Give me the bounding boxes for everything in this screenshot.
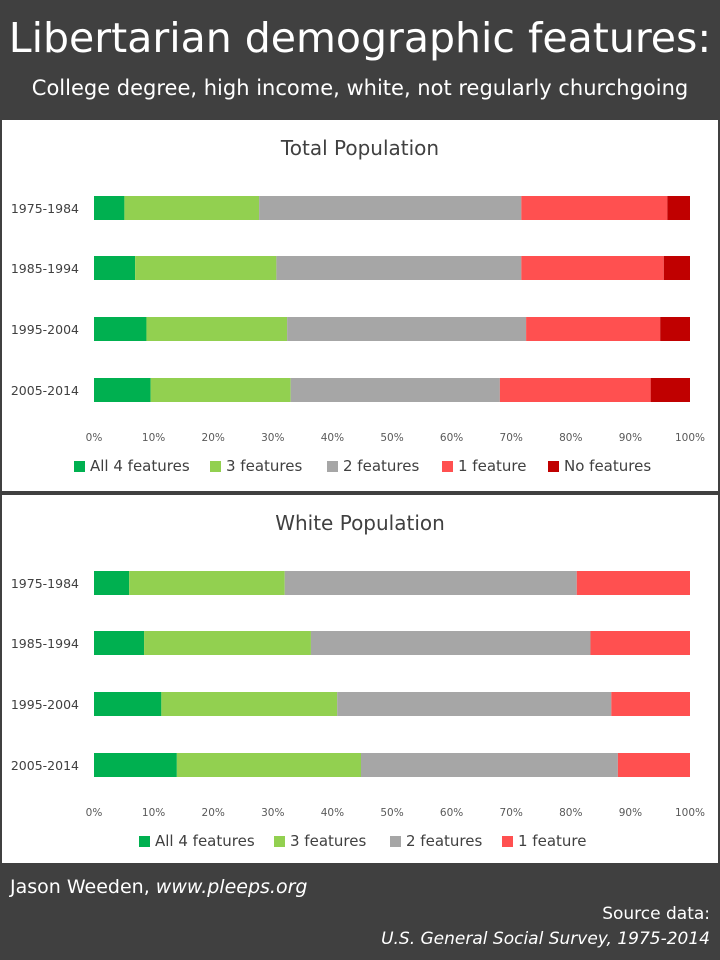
bar-segment-2-features bbox=[259, 196, 522, 220]
bar-segment-2-features bbox=[284, 571, 577, 595]
chart-panel-white-population: White Population 1975-1984 1985-1994 1995-2… bbox=[2, 495, 718, 863]
x-tick-label: 10% bbox=[142, 807, 165, 819]
bar-segment-2-features bbox=[361, 753, 618, 777]
x-tick-label: 30% bbox=[261, 807, 284, 819]
x-tick-label: 70% bbox=[500, 807, 523, 819]
bar-segment-3-features bbox=[135, 256, 277, 280]
bar-segment-1-feature bbox=[590, 631, 690, 655]
bar-segment-all-4-features bbox=[94, 631, 145, 655]
bar-segment-all-4-features bbox=[94, 256, 136, 280]
x-tick-label: 60% bbox=[440, 807, 463, 819]
bar-segment-3-features bbox=[144, 631, 311, 655]
chart-title: Total Population bbox=[280, 136, 439, 160]
bar-segment-all-4-features bbox=[94, 753, 177, 777]
bar-segment-2-features bbox=[310, 631, 591, 655]
bar-segment-3-features bbox=[176, 753, 362, 777]
legend-label: 1 feature bbox=[458, 457, 526, 475]
x-tick-label: 90% bbox=[619, 432, 642, 444]
author-credit: Jason Weeden, www.pleeps.org bbox=[10, 874, 307, 900]
category-label: 1985-1994 bbox=[11, 261, 79, 276]
category-label: 1995-2004 bbox=[11, 322, 79, 337]
bar-segment-3-features bbox=[124, 196, 260, 220]
bar-segment-3-features bbox=[161, 692, 338, 716]
bar-segment-1-feature bbox=[526, 317, 661, 341]
bar-segment-all-4-features bbox=[94, 571, 130, 595]
category-label: 1975-1984 bbox=[11, 201, 79, 216]
chart-panel-total-population: Total Population 1975-1984 1985-1994 1995-2… bbox=[2, 120, 718, 491]
bar-segment-3-features bbox=[129, 571, 285, 595]
source-name: U.S. General Social Survey, 1975-2014 bbox=[381, 929, 710, 949]
legend-label: 3 features bbox=[226, 457, 302, 475]
chart-title: White Population bbox=[275, 511, 445, 535]
legend-label: 2 features bbox=[343, 457, 419, 475]
bar-segment-no-features bbox=[660, 317, 690, 341]
legend-swatch-2-features bbox=[390, 836, 401, 847]
page-title: Libertarian demographic features: bbox=[8, 14, 712, 62]
bar-segment-2-features bbox=[290, 378, 500, 402]
bar-segment-2-features bbox=[287, 317, 527, 341]
bar-segment-all-4-features bbox=[94, 196, 125, 220]
bar-segment-no-features bbox=[663, 256, 690, 280]
header: Libertarian demographic features: Colleg… bbox=[0, 0, 720, 112]
legend-swatch-3-features bbox=[274, 836, 285, 847]
bar-segment-1-feature bbox=[521, 196, 668, 220]
x-tick-label: 60% bbox=[440, 432, 463, 444]
x-tick-label: 20% bbox=[202, 432, 225, 444]
bar-segment-no-features bbox=[650, 378, 690, 402]
legend-swatch-2-features bbox=[327, 461, 338, 472]
x-tick-label: 0% bbox=[86, 807, 103, 819]
legend-swatch-all-4-features bbox=[139, 836, 150, 847]
x-tick-label: 90% bbox=[619, 807, 642, 819]
legend-label: No features bbox=[564, 457, 651, 475]
legend-label: All 4 features bbox=[90, 457, 190, 475]
x-tick-label: 10% bbox=[142, 432, 165, 444]
legend-swatch-no-features bbox=[548, 461, 559, 472]
bar-segment-3-features bbox=[150, 378, 291, 402]
legend-label: 3 features bbox=[290, 832, 366, 850]
source-label: Source data: bbox=[602, 904, 710, 924]
legend-swatch-1-feature bbox=[442, 461, 453, 472]
x-tick-label: 100% bbox=[675, 807, 705, 819]
bar-segment-1-feature bbox=[576, 571, 690, 595]
bar-segment-all-4-features bbox=[94, 317, 147, 341]
x-tick-label: 50% bbox=[380, 807, 403, 819]
x-tick-label: 30% bbox=[261, 432, 284, 444]
x-tick-label: 40% bbox=[321, 807, 344, 819]
x-tick-label: 80% bbox=[559, 432, 582, 444]
page-subtitle: College degree, high income, white, not … bbox=[31, 76, 689, 100]
x-tick-label: 0% bbox=[86, 432, 103, 444]
category-label: 1995-2004 bbox=[11, 697, 79, 712]
bar-segment-2-features bbox=[337, 692, 612, 716]
author-site: www.pleeps.org bbox=[155, 876, 308, 898]
chart-total-population: Total Population 1975-1984 1985-1994 1995-2… bbox=[11, 136, 705, 475]
x-tick-label: 40% bbox=[321, 432, 344, 444]
bar-segment-all-4-features bbox=[94, 692, 162, 716]
legend-swatch-1-feature bbox=[502, 836, 513, 847]
category-label: 2005-2014 bbox=[11, 383, 79, 398]
bar-segment-1-feature bbox=[611, 692, 690, 716]
x-tick-label: 70% bbox=[500, 432, 523, 444]
footer: Jason Weeden, www.pleeps.org Source data… bbox=[0, 866, 720, 960]
category-label: 1975-1984 bbox=[11, 576, 79, 591]
chart-white-population: White Population 1975-1984 1985-1994 1995-2… bbox=[11, 511, 705, 850]
bar-segment-all-4-features bbox=[94, 378, 151, 402]
bar-segment-1-feature bbox=[521, 256, 664, 280]
bar-segment-3-features bbox=[146, 317, 288, 341]
legend-swatch-3-features bbox=[210, 461, 221, 472]
bar-segment-2-features bbox=[276, 256, 522, 280]
author-name: Jason Weeden, bbox=[10, 876, 150, 898]
x-tick-label: 80% bbox=[559, 807, 582, 819]
legend-label: All 4 features bbox=[155, 832, 255, 850]
legend-swatch-all-4-features bbox=[74, 461, 85, 472]
legend-label: 1 feature bbox=[518, 832, 586, 850]
bar-segment-1-feature bbox=[499, 378, 651, 402]
x-tick-label: 50% bbox=[380, 432, 403, 444]
category-label: 2005-2014 bbox=[11, 758, 79, 773]
x-tick-label: 100% bbox=[675, 432, 705, 444]
bar-segment-no-features bbox=[667, 196, 690, 220]
x-tick-label: 20% bbox=[202, 807, 225, 819]
category-label: 1985-1994 bbox=[11, 636, 79, 651]
legend-label: 2 features bbox=[406, 832, 482, 850]
bar-segment-1-feature bbox=[617, 753, 690, 777]
